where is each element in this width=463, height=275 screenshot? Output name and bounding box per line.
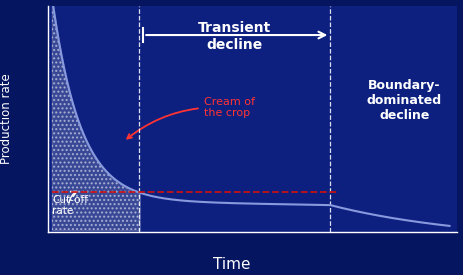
Text: Production rate: Production rate (0, 73, 13, 164)
Text: Transient
decline: Transient decline (198, 21, 271, 52)
Text: Time: Time (213, 257, 251, 271)
Text: Cut-off
rate: Cut-off rate (52, 195, 88, 216)
Text: Cream of
the crop: Cream of the crop (127, 97, 255, 139)
Text: Boundary-
dominated
decline: Boundary- dominated decline (367, 79, 442, 122)
